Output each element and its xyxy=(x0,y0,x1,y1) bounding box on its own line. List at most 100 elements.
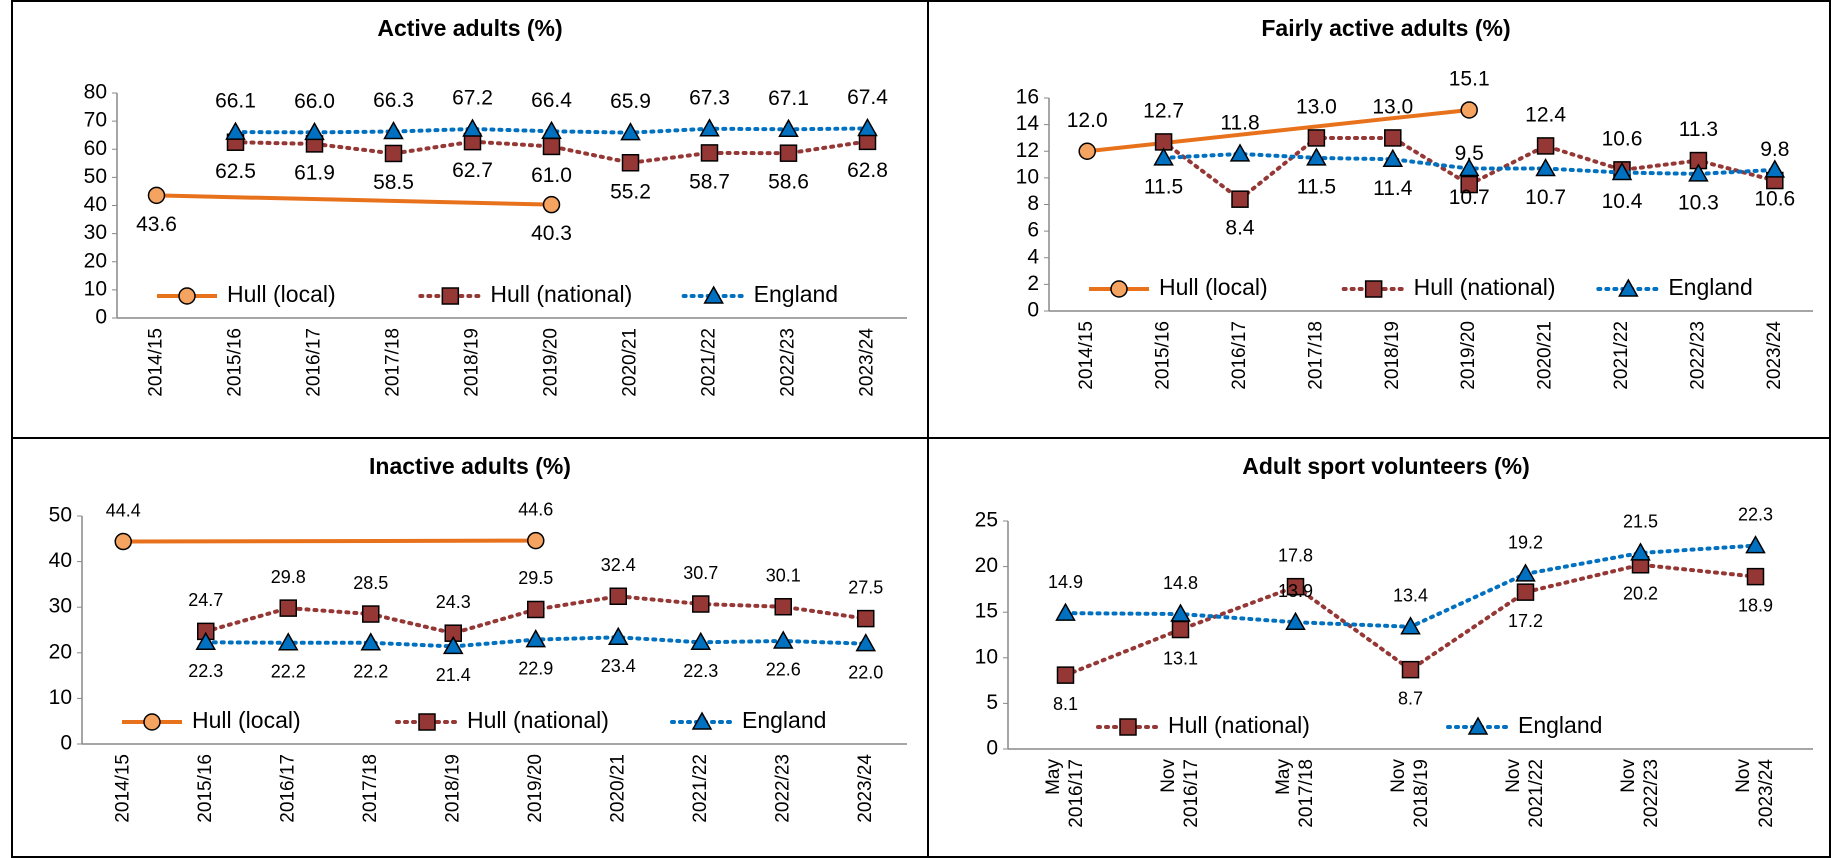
x-tick-label: May xyxy=(1273,759,1294,795)
data-label: 67.3 xyxy=(689,86,730,109)
data-label: 8.7 xyxy=(1398,688,1423,708)
y-tick-label: 10 xyxy=(49,686,72,709)
marker xyxy=(1153,147,1174,166)
data-label: 21.4 xyxy=(436,665,471,685)
x-tick-label: 2023/24 xyxy=(1756,759,1777,828)
data-label: 67.2 xyxy=(452,87,493,110)
data-label: 44.6 xyxy=(518,499,553,519)
marker xyxy=(691,711,713,730)
marker xyxy=(778,118,799,138)
data-label: 12.4 xyxy=(1525,103,1566,126)
y-tick-label: 0 xyxy=(986,737,998,760)
data-label: 11.5 xyxy=(1144,175,1183,198)
legend-label: England xyxy=(754,281,838,307)
marker xyxy=(1611,162,1633,181)
marker xyxy=(620,122,641,141)
data-label: 29.8 xyxy=(271,567,306,587)
data-label: 11.3 xyxy=(1679,118,1718,141)
y-tick-label: 30 xyxy=(49,595,72,618)
data-label: 19.2 xyxy=(1508,533,1543,553)
data-label: 67.1 xyxy=(768,87,809,110)
legend-label: England xyxy=(1668,274,1752,300)
series-line xyxy=(233,126,870,135)
marker xyxy=(1746,567,1765,586)
data-label: 28.5 xyxy=(353,573,388,593)
data-label: 66.0 xyxy=(294,90,335,113)
data-label: 24.7 xyxy=(188,590,223,610)
marker xyxy=(1078,142,1096,160)
data-label: 10.7 xyxy=(1449,186,1490,209)
data-label: 61.9 xyxy=(294,161,335,184)
x-tick-label: 2023/24 xyxy=(855,754,876,823)
marker xyxy=(1384,129,1402,147)
y-tick-label: 10 xyxy=(1016,165,1039,188)
legend-label: Hull (local) xyxy=(1159,274,1268,300)
x-tick-label: 2018/19 xyxy=(442,754,463,823)
marker xyxy=(384,144,403,163)
marker xyxy=(774,597,792,616)
data-label: 11.8 xyxy=(1220,111,1259,134)
data-label: 22.9 xyxy=(518,658,553,678)
marker xyxy=(779,144,798,162)
gap-connector xyxy=(123,538,536,544)
data-label: 66.1 xyxy=(215,90,256,113)
marker xyxy=(525,629,547,648)
marker xyxy=(1055,602,1076,621)
data-label: 40.3 xyxy=(531,222,572,245)
y-tick-label: 5 xyxy=(986,691,998,714)
x-tick-label: 2018/19 xyxy=(1382,321,1403,390)
y-tick-label: 0 xyxy=(60,732,72,755)
data-label: 12.0 xyxy=(1067,109,1108,132)
y-tick-label: 14 xyxy=(1016,112,1040,135)
y-tick-label: 6 xyxy=(1027,219,1039,242)
marker xyxy=(609,587,627,606)
y-tick-label: 10 xyxy=(84,277,107,300)
marker xyxy=(178,287,196,305)
x-tick-label: 2021/22 xyxy=(1611,321,1632,390)
x-tick-label: 2019/20 xyxy=(541,328,562,397)
data-label: 14.8 xyxy=(1163,573,1198,593)
marker xyxy=(418,713,436,731)
data-label: 22.3 xyxy=(1738,504,1773,524)
marker xyxy=(114,532,132,551)
x-tick-label: Nov xyxy=(1388,759,1409,793)
data-label: 22.3 xyxy=(188,661,223,681)
legend-label: England xyxy=(1518,712,1602,738)
marker xyxy=(855,633,877,652)
marker xyxy=(1536,137,1555,155)
marker xyxy=(621,154,640,172)
data-label: 13.9 xyxy=(1278,581,1313,601)
marker xyxy=(462,118,483,137)
chart-title: Adult sport volunteers (%) xyxy=(1242,453,1530,479)
data-label: 66.4 xyxy=(531,89,572,112)
x-tick-label: 2015/16 xyxy=(195,754,216,823)
x-tick-label: 2022/23 xyxy=(1641,759,1662,828)
marker xyxy=(542,137,561,156)
marker xyxy=(857,609,875,628)
data-label: 15.1 xyxy=(1449,68,1490,91)
data-label: 14.9 xyxy=(1048,572,1083,592)
marker xyxy=(147,186,166,205)
marker xyxy=(527,600,545,619)
data-label: 22.0 xyxy=(848,662,883,682)
marker xyxy=(1400,616,1421,635)
marker xyxy=(362,605,380,623)
gap-connector xyxy=(1086,107,1470,154)
x-tick-label: 2021/22 xyxy=(699,328,720,397)
x-tick-label: 2017/18 xyxy=(360,754,381,823)
y-tick-label: 40 xyxy=(84,193,107,216)
marker xyxy=(1056,666,1075,684)
data-label: 17.8 xyxy=(1278,545,1313,565)
x-tick-label: 2018/19 xyxy=(462,328,483,397)
x-tick-label: Nov xyxy=(1503,759,1524,793)
data-label: 13.0 xyxy=(1296,95,1337,118)
marker xyxy=(1401,660,1420,679)
x-tick-label: 2022/23 xyxy=(772,754,793,823)
data-label: 13.4 xyxy=(1393,586,1428,606)
marker xyxy=(1364,280,1383,298)
x-tick-label: 2015/16 xyxy=(225,328,246,397)
marker xyxy=(1229,143,1251,162)
x-tick-label: 2021/22 xyxy=(1526,759,1547,828)
marker xyxy=(1307,129,1326,147)
marker xyxy=(607,626,629,646)
